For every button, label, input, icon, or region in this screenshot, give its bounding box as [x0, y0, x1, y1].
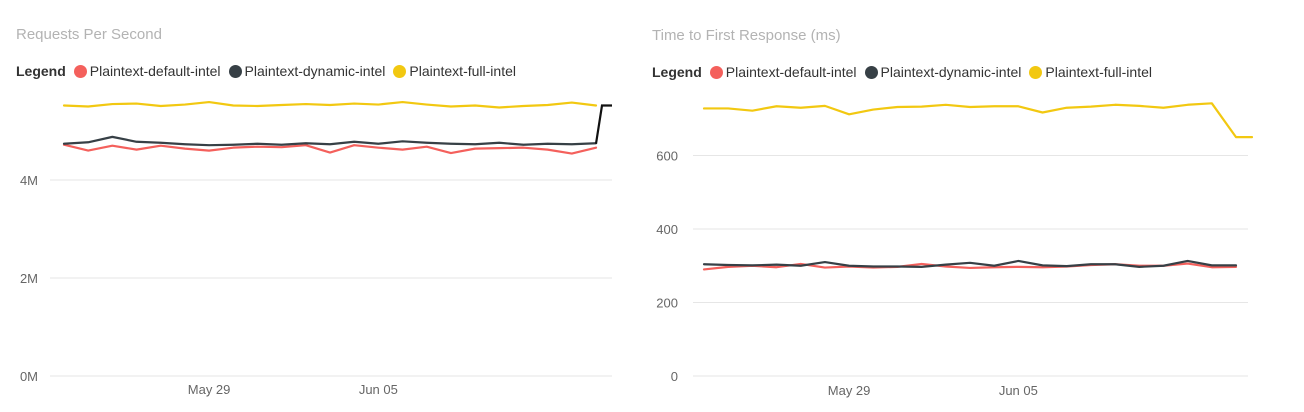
chart-title: Time to First Response (ms) [652, 27, 841, 44]
legend-item-default[interactable]: Plaintext-default-intel [709, 64, 857, 80]
legend-label: Plaintext-full-intel [409, 63, 516, 79]
y-tick-label: 2M [20, 271, 38, 286]
series-line-plaintext-dynamic-intel [62, 135, 598, 147]
legend-dot-icon [73, 64, 87, 78]
legend-label: Plaintext-dynamic-intel [244, 63, 386, 79]
y-tick-label: 400 [656, 222, 678, 237]
y-tick-label: 600 [656, 149, 678, 164]
legend-dot-icon [1029, 65, 1043, 79]
chart-panel-requests-per-second: Requests Per Second Legend Plaintext-def… [0, 0, 640, 412]
legend-item-dynamic[interactable]: Plaintext-dynamic-intel [864, 64, 1022, 80]
legend-item-full[interactable]: Plaintext-full-intel [1029, 64, 1152, 80]
x-tick-label: May 29 [828, 383, 871, 398]
series-line-plaintext-full-intel [702, 102, 1254, 139]
legend-item-full[interactable]: Plaintext-full-intel [393, 63, 516, 79]
legend-item-default[interactable]: Plaintext-default-intel [73, 63, 221, 79]
legend-dot-icon [709, 65, 723, 79]
legend-title: Legend [652, 64, 702, 80]
y-tick-label: 4M [20, 173, 38, 188]
chart-legend: Legend Plaintext-default-intel Plaintext… [652, 63, 1160, 81]
legend-title: Legend [16, 63, 66, 79]
legend-dot-icon [393, 64, 407, 78]
chart-plot-area: 0M 2M 4M May 29 Jun 05 [20, 100, 612, 397]
chart-title: Requests Per Second [16, 26, 162, 43]
x-tick-label: Jun 05 [999, 383, 1038, 398]
legend-item-dynamic[interactable]: Plaintext-dynamic-intel [228, 63, 386, 79]
series-line-plaintext-dynamic-intel [702, 259, 1238, 268]
y-tick-label: 0 [671, 369, 678, 384]
legend-dot-icon [228, 64, 242, 78]
chart-panel-time-to-first-response: Time to First Response (ms) Legend Plain… [640, 0, 1304, 412]
legend-label: Plaintext-default-intel [725, 64, 857, 80]
legend-label: Plaintext-full-intel [1045, 64, 1152, 80]
series-line-plaintext-default-intel [62, 143, 598, 155]
x-tick-label: Jun 05 [359, 382, 398, 397]
y-tick-label: 0M [20, 369, 38, 384]
legend-dot-icon [864, 65, 878, 79]
chart-legend: Legend Plaintext-default-intel Plaintext… [16, 62, 524, 80]
legend-label: Plaintext-dynamic-intel [880, 64, 1022, 80]
legend-label: Plaintext-default-intel [89, 63, 221, 79]
chart-plot-area: 0 200 400 600 May 29 Jun 05 [656, 102, 1254, 398]
end-step-line [594, 104, 612, 144]
y-tick-label: 200 [656, 296, 678, 311]
x-tick-label: May 29 [188, 382, 231, 397]
series-line-plaintext-full-intel [62, 100, 598, 109]
